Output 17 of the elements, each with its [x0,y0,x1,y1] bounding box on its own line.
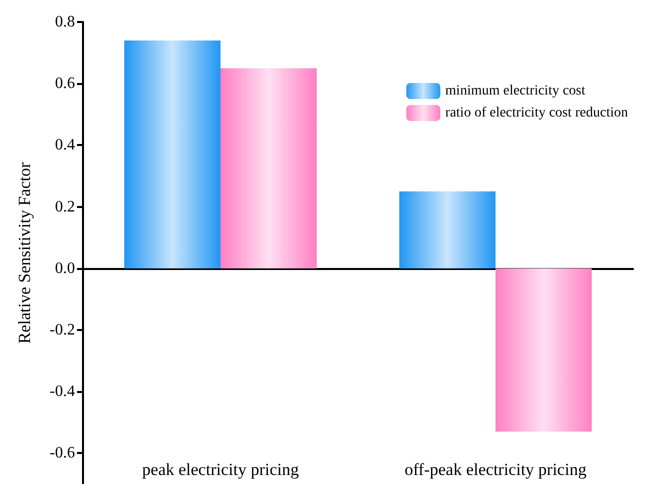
y-tick-label: 0.8 [55,14,75,30]
legend-label: minimum electricity cost [445,84,586,98]
bar [496,268,592,432]
y-tick-label: 0.0 [55,260,75,277]
y-tick-label: 0.4 [55,136,75,154]
bar [220,68,317,268]
y-tick-label: -0.4 [50,383,75,400]
y-tick-label: -0.6 [50,444,75,462]
bar [124,40,220,268]
y-tick-label: 0.2 [55,198,75,216]
y-tick-label: -0.2 [50,322,75,338]
legend-label: ratio of electricity cost reduction [445,106,628,120]
x-tick-label: off-peak electricity pricing [404,460,587,479]
y-tick-label: 0.6 [55,75,75,92]
x-tick-label: peak electricity pricing [142,460,300,479]
y-axis-title: Relative Sensitivity Factor [15,162,34,344]
bar [399,191,496,268]
